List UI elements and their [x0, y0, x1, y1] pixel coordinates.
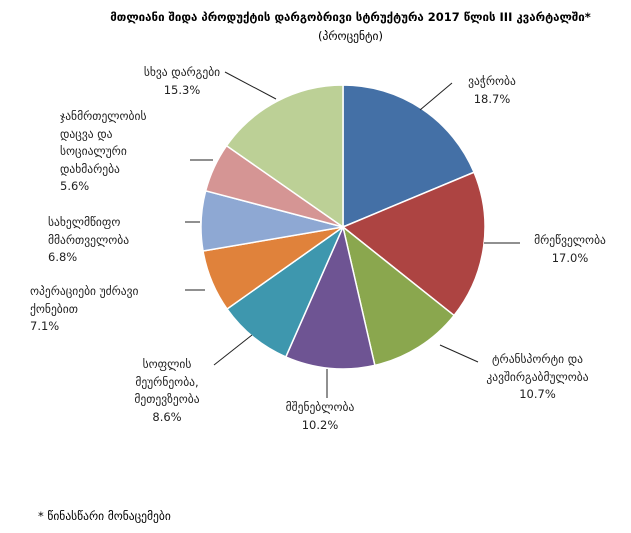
value-label: 7.1% [30, 319, 60, 333]
slice-label: მრეწველობა 17.0% [520, 232, 620, 267]
leader-line [419, 82, 453, 111]
slice-label: სხვა დარგები 15.3% [112, 64, 252, 99]
slice-label: ჯანმრთელობის დაცვა და სოციალური დახმარებ… [60, 108, 180, 196]
value-label: 18.7% [473, 91, 511, 106]
slice-label: ტრანსპორტი და კავშირგაბმულობა 10.7% [470, 351, 605, 404]
value-label: 6.8% [48, 250, 78, 264]
value-label: 17.0% [551, 250, 589, 265]
slice-label: სახელმწიფო მმართველობა 6.8% [48, 214, 166, 267]
category-label: ვაჭრობა [468, 74, 516, 88]
category-label: სოფლის მეურნეობა, მეთევზეობა [134, 357, 200, 406]
value-label: 5.6% [60, 179, 90, 193]
value-label: 10.2% [301, 417, 339, 432]
category-label: მრეწველობა [534, 233, 606, 247]
value-label: 10.7% [519, 387, 556, 401]
pie-slice [341, 171, 486, 317]
category-label: ჯანმრთელობის დაცვა და სოციალური დახმარებ… [60, 109, 147, 176]
value-label: 15.3% [163, 82, 201, 97]
slice-label: ვაჭრობა 18.7% [452, 73, 532, 108]
category-label: სხვა დარგები [143, 65, 221, 79]
chart-subtitle: (პროცენტი) [318, 29, 383, 43]
pie-slice [284, 224, 376, 370]
value-label: 8.6% [152, 409, 182, 424]
leader-line [213, 334, 253, 366]
slice-label: ოპერაციები უძრავი ქონებით 7.1% [30, 283, 190, 336]
footnote: * წინასწარი მონაცემები [38, 509, 171, 523]
leader-line [224, 71, 277, 100]
pie-slice [341, 225, 456, 367]
slice-label: მშენებლობა 10.2% [270, 399, 370, 434]
category-label: სახელმწიფო მმართველობა [48, 215, 130, 247]
pie-slice [225, 84, 344, 229]
slice-label: სოფლის მეურნეობა, მეთევზეობა 8.6% [118, 356, 216, 426]
category-label: ოპერაციები უძრავი ქონებით [30, 284, 139, 316]
category-label: მშენებლობა [285, 400, 355, 414]
leader-line [439, 344, 479, 363]
chart-title: მთლიანი შიდა პროდუქტის დარგობრივი სტრუქტ… [110, 10, 591, 24]
category-label: ტრანსპორტი და კავშირგაბმულობა [486, 352, 589, 384]
